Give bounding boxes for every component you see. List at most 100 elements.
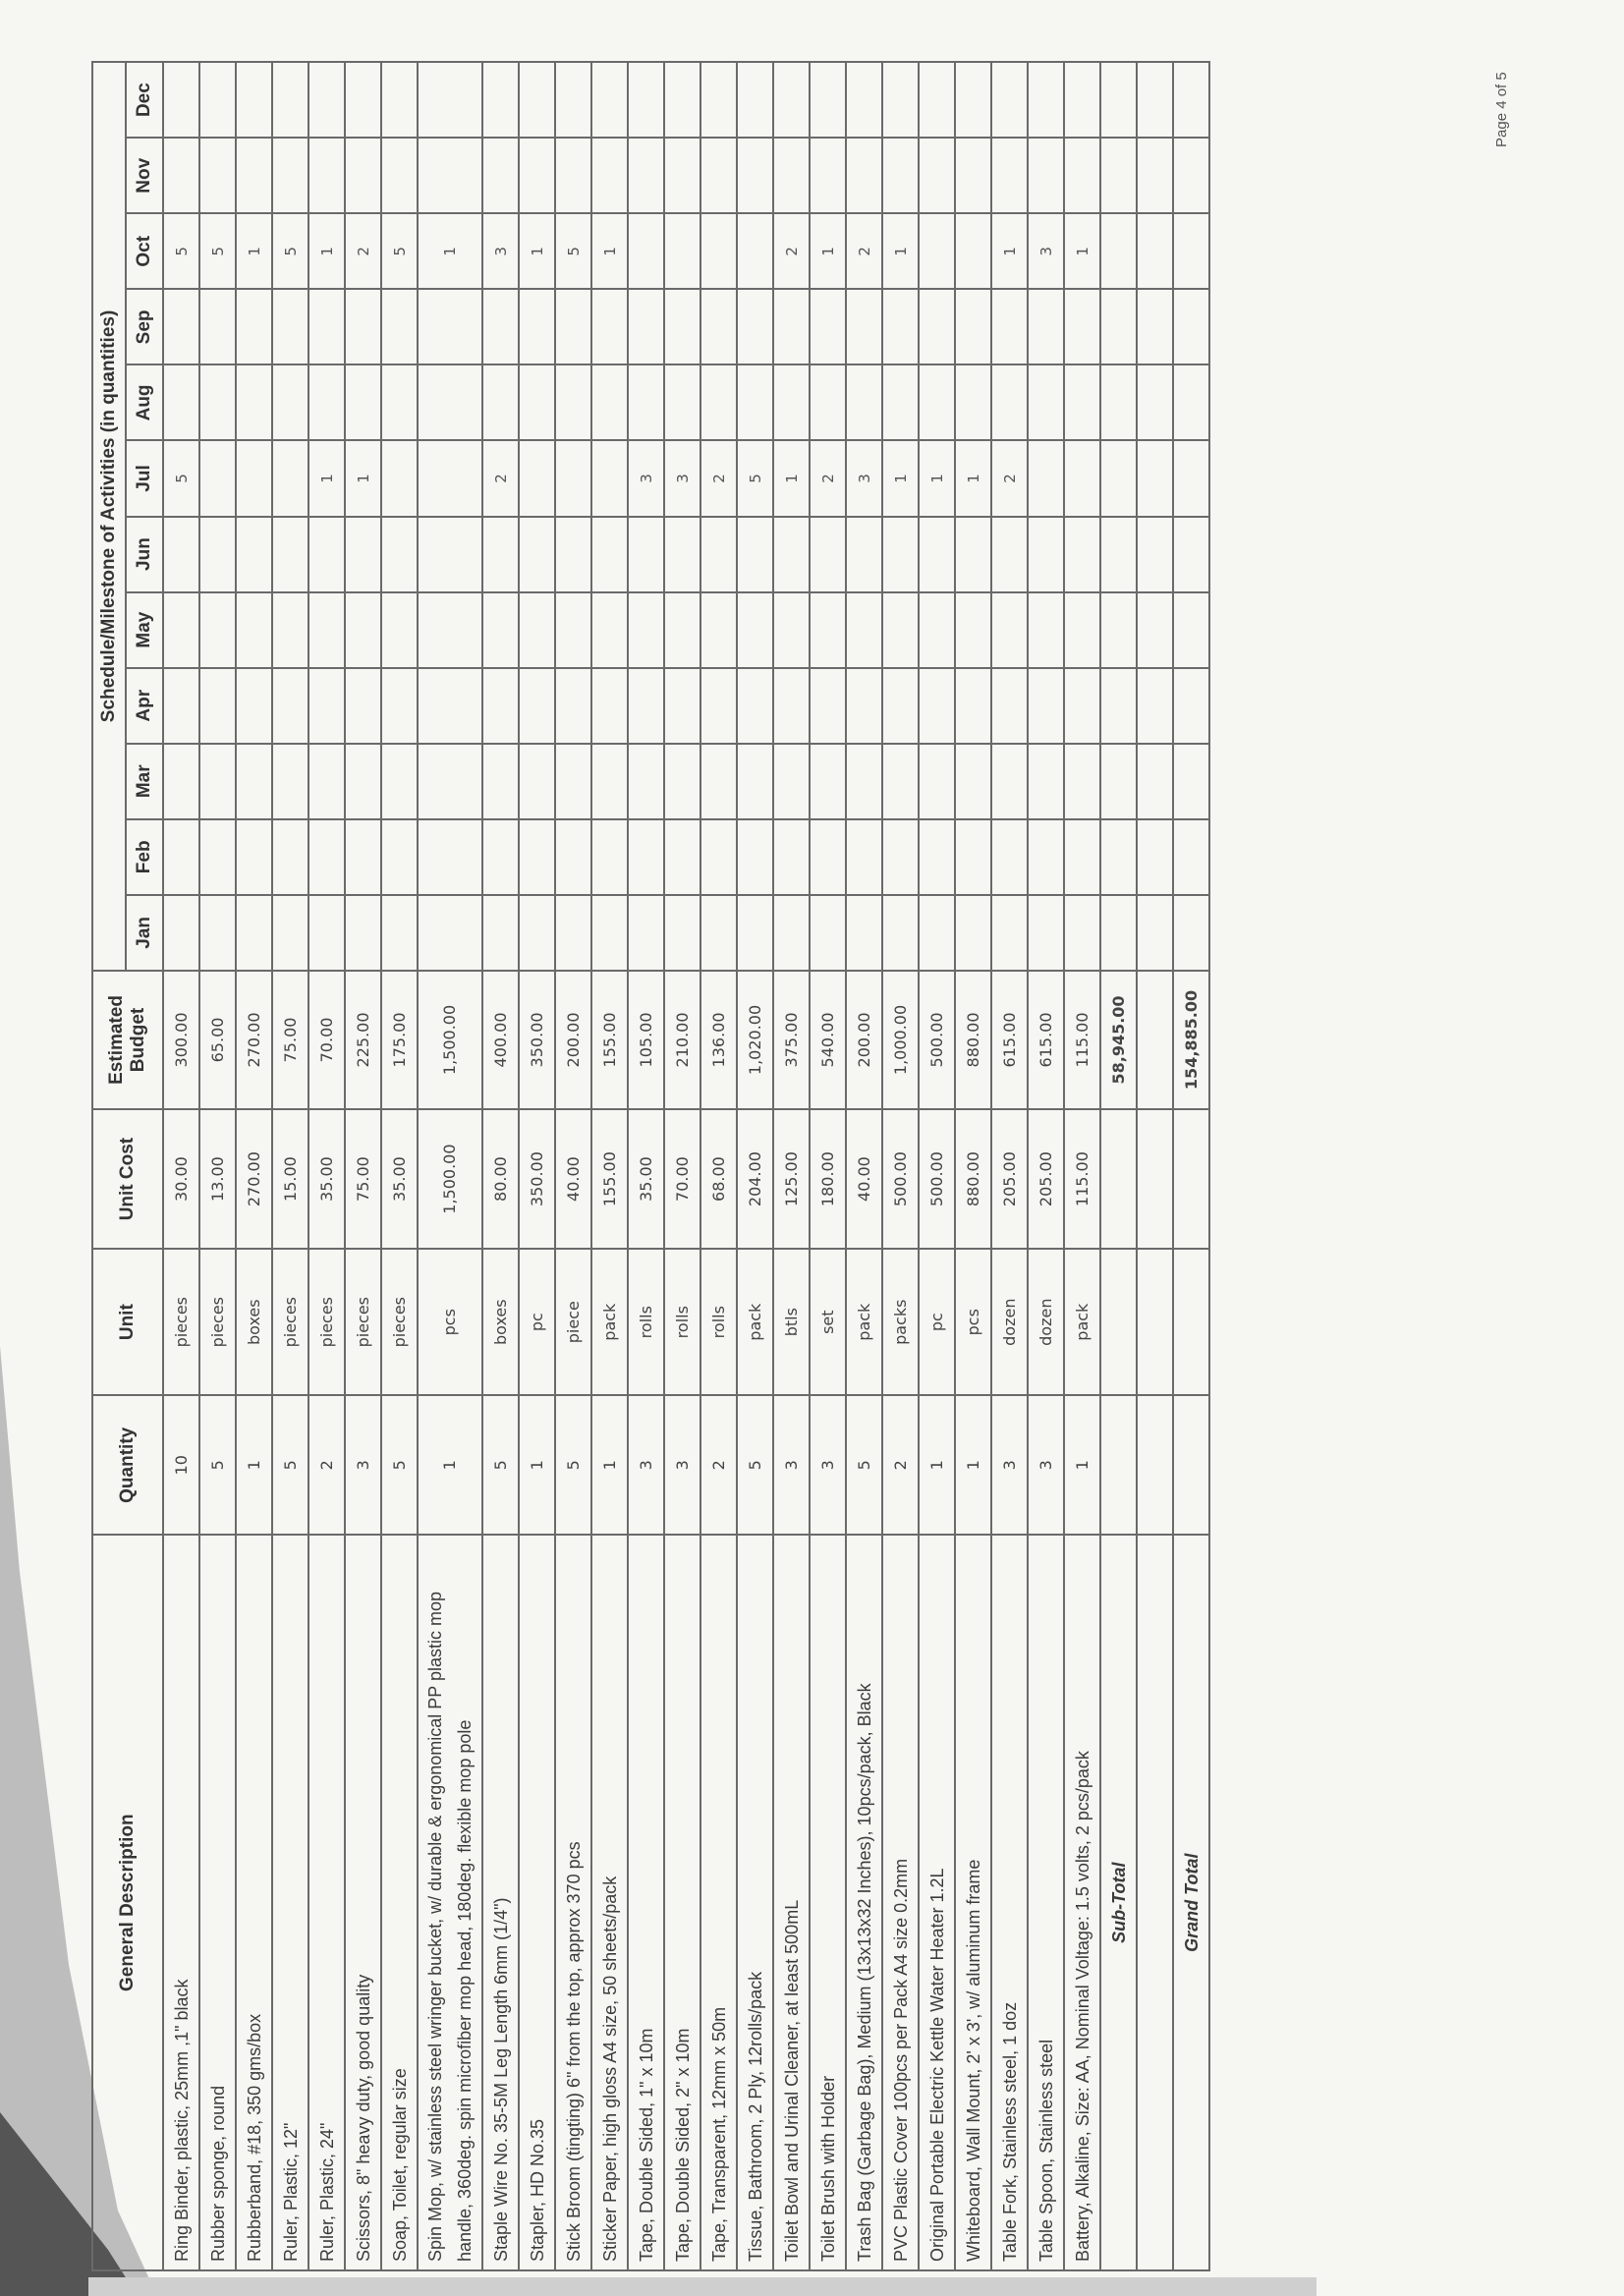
subtotal-row: Sub-Total 58,945.00 [1100, 62, 1137, 2270]
item-unit-cost: 500.00 [919, 1109, 955, 1250]
item-unit: pieces [345, 1249, 381, 1396]
item-quantity: 3 [664, 1395, 700, 1536]
item-unit-cost: 40.00 [555, 1109, 591, 1250]
schedule-dec [628, 62, 664, 139]
table-row: Toilet Brush with Holder 3 set 180.00 540.00… [810, 62, 846, 2270]
item-estimated-budget: 210.00 [664, 970, 700, 1110]
schedule-jan [955, 894, 991, 971]
item-quantity: 3 [345, 1395, 381, 1536]
header-description: General Description [92, 1535, 163, 2270]
item-description: Table Fork, Stainless steel, 1 doz [991, 1535, 1028, 2270]
grand-total-row-cell [1173, 591, 1209, 668]
grand-total-row-cell [1173, 516, 1209, 592]
schedule-feb [163, 818, 199, 895]
schedule-nov [991, 138, 1028, 214]
schedule-dec [519, 62, 555, 139]
schedule-sep [482, 289, 519, 365]
schedule-mar [345, 743, 381, 819]
item-estimated-budget: 270.00 [236, 970, 272, 1110]
schedule-aug [199, 364, 236, 441]
item-estimated-budget: 500.00 [919, 970, 955, 1110]
item-unit: rolls [628, 1249, 664, 1396]
schedule-aug [519, 364, 555, 441]
item-unit-cost: 180.00 [810, 1109, 846, 1250]
item-unit-cost: 205.00 [1028, 1109, 1064, 1250]
header-month-apr: Apr [126, 667, 163, 744]
blank-row-cell [1137, 1535, 1173, 2270]
schedule-feb [199, 818, 236, 895]
schedule-dec [381, 62, 418, 139]
item-quantity: 3 [1028, 1395, 1064, 1536]
table-row: Stick Broom (tingting) 6" from the top, … [555, 62, 591, 2270]
schedule-oct: 1 [1064, 213, 1100, 290]
schedule-apr [664, 667, 700, 744]
grand-total-row-cell [1173, 62, 1209, 139]
blank-row-cell [1137, 516, 1173, 592]
schedule-apr [1028, 667, 1064, 744]
schedule-oct [955, 213, 991, 290]
schedule-jun [418, 516, 482, 592]
schedule-dec [199, 62, 236, 139]
schedule-apr [991, 667, 1028, 744]
schedule-may [1064, 591, 1100, 668]
schedule-oct: 1 [236, 213, 272, 290]
schedule-dec [1028, 62, 1064, 139]
item-unit-cost: 205.00 [991, 1109, 1028, 1250]
item-unit: pc [519, 1249, 555, 1396]
schedule-mar [810, 743, 846, 819]
schedule-feb [308, 818, 345, 895]
schedule-jul: 1 [919, 440, 955, 517]
schedule-dec [482, 62, 519, 139]
schedule-may [810, 591, 846, 668]
schedule-apr [308, 667, 345, 744]
item-quantity: 5 [272, 1395, 308, 1536]
schedule-jun [700, 516, 737, 592]
schedule-apr [882, 667, 919, 744]
schedule-jul [381, 440, 418, 517]
item-description: Tissue, Bathroom, 2 Ply, 12rolls/pack [737, 1535, 773, 2270]
schedule-oct: 2 [846, 213, 882, 290]
schedule-sep [418, 289, 482, 365]
schedule-may [664, 591, 700, 668]
schedule-nov [810, 138, 846, 214]
schedule-oct: 1 [591, 213, 628, 290]
schedule-jan [882, 894, 919, 971]
item-description: Spin Mop, w/ stainless steel wringer buc… [418, 1535, 482, 2270]
schedule-feb [737, 818, 773, 895]
schedule-sep [919, 289, 955, 365]
header-month-dec: Dec [126, 62, 163, 139]
schedule-may [236, 591, 272, 668]
blank-row-cell [1137, 1395, 1173, 1536]
schedule-apr [1064, 667, 1100, 744]
schedule-sep [236, 289, 272, 365]
schedule-dec [919, 62, 955, 139]
schedule-oct [919, 213, 955, 290]
schedule-apr [700, 667, 737, 744]
schedule-oct: 3 [482, 213, 519, 290]
schedule-oct [664, 213, 700, 290]
schedule-feb [955, 818, 991, 895]
item-unit-cost: 1,500.00 [418, 1109, 482, 1250]
schedule-feb [555, 818, 591, 895]
blank-row-cell [1137, 667, 1173, 744]
item-estimated-budget: 1,000.00 [882, 970, 919, 1110]
grand-total-row-cell [1173, 743, 1209, 819]
header-quantity: Quantity [92, 1395, 163, 1536]
schedule-jun [773, 516, 810, 592]
schedule-aug [810, 364, 846, 441]
item-unit-cost: 350.00 [519, 1109, 555, 1250]
schedule-aug [1064, 364, 1100, 441]
schedule-jul [519, 440, 555, 517]
schedule-apr [199, 667, 236, 744]
item-description: Staple Wire No. 35-5M Leg Length 6mm (1/… [482, 1535, 519, 2270]
item-quantity: 5 [199, 1395, 236, 1536]
schedule-jun [591, 516, 628, 592]
item-estimated-budget: 880.00 [955, 970, 991, 1110]
subtotal-row-cell [1100, 1395, 1137, 1536]
item-unit-cost: 500.00 [882, 1109, 919, 1250]
item-description: Tape, Double Sided, 1" x 10m [628, 1535, 664, 2270]
grand-total-row: Grand Total 154,885.00 [1173, 62, 1209, 2270]
blank-row-cell [1137, 743, 1173, 819]
schedule-jun [955, 516, 991, 592]
schedule-jan [482, 894, 519, 971]
